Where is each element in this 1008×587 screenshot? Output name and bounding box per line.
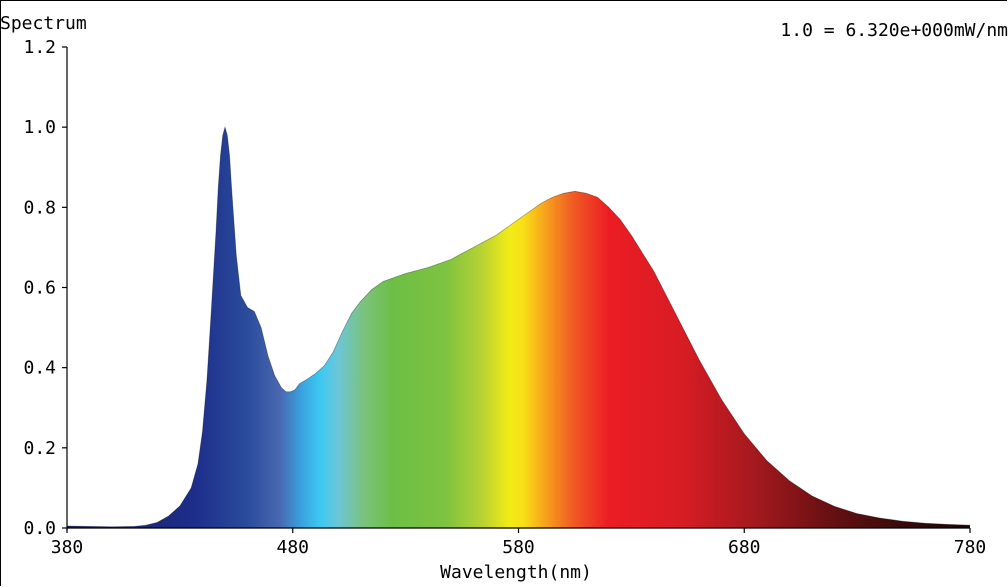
x-tick-label: 780 [954,537,987,558]
y-tick-label: 1.0 [23,117,56,138]
y-tick-label: 0.6 [23,278,56,299]
y-tick-label: 0.4 [23,358,56,379]
spectrum-outline [66,125,971,528]
y-tick-label: 0.2 [23,438,56,459]
x-tick-label: 580 [502,537,535,558]
y-tick-label: 0.8 [23,197,56,218]
y-tick-label: 0.0 [23,518,56,539]
y-tick-label: 1.2 [23,37,56,58]
chart-title: Spectrum [0,13,87,34]
x-tick-label: 680 [728,537,761,558]
x-axis-label: Wavelength(nm) [440,562,592,583]
scale-note: 1.0 = 6.320e+000mW/nm [780,20,1008,41]
ticks: 0.0 0.2 0.4 0.6 0.8 1.0 1.2 380 480 580 680 780 [23,37,986,558]
x-tick-label: 380 [51,537,84,558]
spectrum-area [67,127,970,529]
x-tick-label: 480 [276,537,309,558]
